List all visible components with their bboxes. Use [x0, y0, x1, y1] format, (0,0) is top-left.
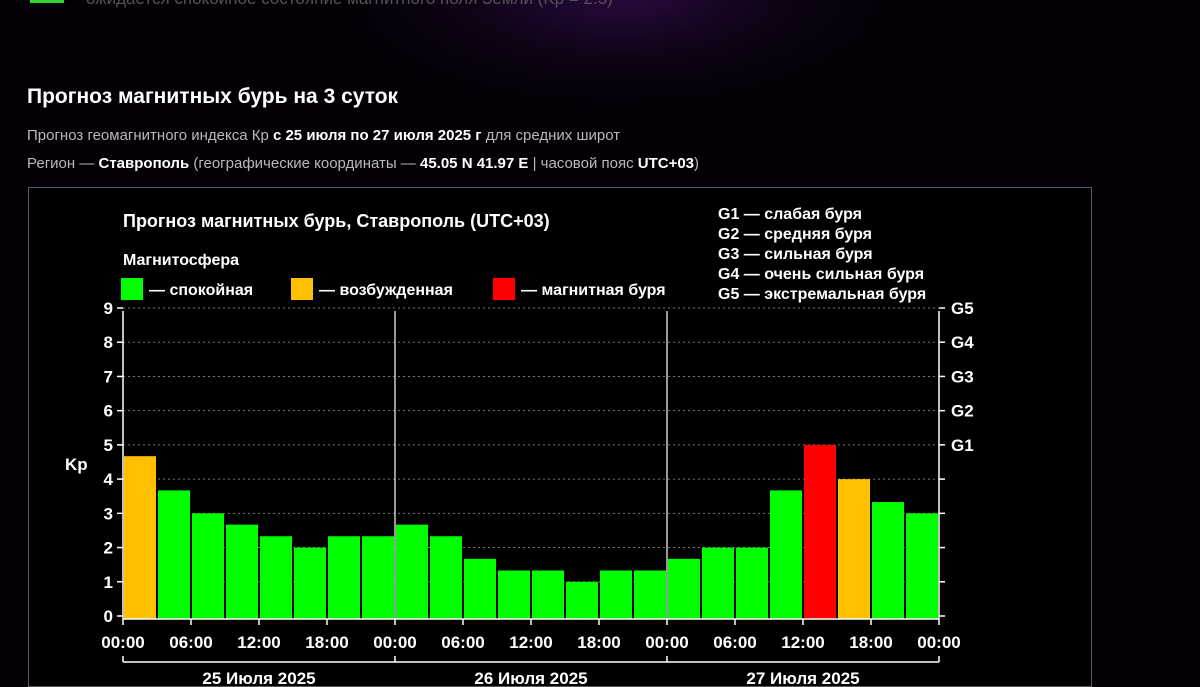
y-tick-label: 7 — [104, 367, 113, 386]
kp-bar-6 — [294, 547, 326, 619]
g-level-label: G3 — [951, 367, 974, 386]
region-sep: | часовой пояс — [528, 155, 638, 172]
kp-bar-2 — [158, 490, 190, 619]
chart-panel: Прогноз магнитных бурь, Ставрополь (UTC+… — [28, 187, 1092, 687]
x-tick-label: 18:00 — [305, 633, 348, 652]
region-end: ) — [694, 155, 700, 172]
legend-label-3: — магнитная буря — [521, 282, 666, 299]
region-city: Ставрополь — [98, 155, 190, 172]
x-tick-label: 18:00 — [577, 633, 620, 652]
legend-label-1: — спокойная — [149, 282, 253, 299]
kp-bar-23 — [872, 502, 904, 619]
kp-bar-20 — [770, 490, 802, 619]
kp-bar-18 — [702, 547, 734, 619]
x-tick-label: 00:00 — [101, 633, 144, 652]
kp-bar-19 — [736, 547, 768, 619]
day-label: 27 Июля 2025 — [746, 669, 859, 686]
kp-forecast-chart: Прогноз магнитных бурь, Ставрополь (UTC+… — [65, 206, 974, 686]
legend-label-2: — возбужденная — [319, 282, 453, 299]
forecast-period-line: Прогноз геомагнитного индекса Кр с 25 ию… — [27, 127, 620, 144]
x-tick-label: 06:00 — [441, 633, 484, 652]
g-level-label: G2 — [951, 402, 974, 421]
kp-bar-5 — [260, 536, 292, 619]
y-tick-label: 2 — [104, 539, 113, 558]
forecast-dates: с 25 июля по 27 июля 2025 г — [272, 127, 482, 144]
kp-bar-7 — [328, 536, 360, 619]
kp-bar-24 — [906, 513, 938, 619]
y-tick-label: 3 — [104, 504, 113, 523]
x-tick-label: 06:00 — [169, 633, 212, 652]
chart-title: Прогноз магнитных бурь, Ставрополь (UTC+… — [123, 211, 550, 231]
legend-swatch-2 — [291, 278, 313, 300]
x-tick-label: 12:00 — [509, 633, 552, 652]
kp-bar-3 — [192, 513, 224, 619]
storm-level-4: G4 — очень сильная буря — [718, 266, 924, 283]
y-tick-label: 8 — [104, 333, 113, 352]
x-tick-label: 00:00 — [373, 633, 416, 652]
kp-bar-14 — [566, 581, 598, 619]
y-tick-label: 5 — [104, 436, 113, 455]
day-label: 25 Июля 2025 — [202, 669, 315, 686]
y-tick-label: 6 — [104, 402, 113, 421]
kp-bar-16 — [634, 570, 666, 619]
storm-level-2: G2 — средняя буря — [718, 226, 872, 243]
kp-bar-4 — [226, 524, 258, 619]
partial-prev-line: ожидается спокойное состояние магнитного… — [0, 0, 1200, 11]
x-tick-label: 00:00 — [917, 633, 960, 652]
region-tz: UTC+03 — [637, 155, 695, 172]
storm-level-5: G5 — экстремальная буря — [718, 286, 926, 303]
partial-prev-text: ожидается спокойное состояние магнитного… — [86, 0, 613, 9]
region-line: Регион — Ставрополь (географические коор… — [27, 155, 699, 172]
y-tick-label: 1 — [104, 573, 113, 592]
g-level-label: G4 — [951, 333, 974, 352]
y-tick-label: 9 — [104, 299, 113, 318]
kp-bar-13 — [532, 570, 564, 619]
y-tick-label: 4 — [104, 470, 114, 489]
page-title: Прогноз магнитных бурь на 3 суток — [27, 85, 399, 108]
kp-bar-8 — [362, 536, 394, 619]
legend-swatch-1 — [121, 278, 143, 300]
x-tick-label: 00:00 — [645, 633, 688, 652]
day-label: 26 Июля 2025 — [474, 669, 587, 686]
kp-bar-12 — [498, 570, 530, 619]
kp-bar-10 — [430, 536, 462, 619]
legend-swatch-3 — [493, 278, 515, 300]
calm-color-swatch — [30, 0, 64, 3]
kp-bar-22 — [838, 479, 870, 619]
background-glow — [360, 0, 880, 100]
forecast-suffix: для средних широт — [481, 127, 621, 144]
storm-level-3: G3 — сильная буря — [718, 246, 873, 263]
kp-bar-11 — [464, 558, 496, 619]
x-tick-label: 12:00 — [781, 633, 824, 652]
x-tick-label: 12:00 — [237, 633, 280, 652]
kp-bar-17 — [668, 558, 700, 619]
g-level-label: G1 — [951, 436, 974, 455]
x-tick-label: 18:00 — [849, 633, 892, 652]
forecast-prefix: Прогноз геомагнитного индекса Кр — [27, 127, 273, 144]
region-prefix: Регион — — [27, 155, 99, 172]
kp-bar-15 — [600, 570, 632, 619]
y-axis-label: Kp — [65, 455, 88, 474]
kp-bar-21 — [804, 444, 836, 619]
storm-level-1: G1 — слабая буря — [718, 206, 862, 223]
g-level-label: G5 — [951, 299, 974, 318]
legend-title: Магнитосфера — [123, 252, 239, 269]
x-tick-label: 06:00 — [713, 633, 756, 652]
y-tick-label: 0 — [104, 607, 113, 626]
kp-bar-9 — [396, 524, 428, 619]
region-coords: 45.05 N 41.97 E — [419, 155, 529, 172]
kp-bar-1 — [124, 456, 156, 619]
region-middle: (географические координаты — — [189, 155, 420, 172]
